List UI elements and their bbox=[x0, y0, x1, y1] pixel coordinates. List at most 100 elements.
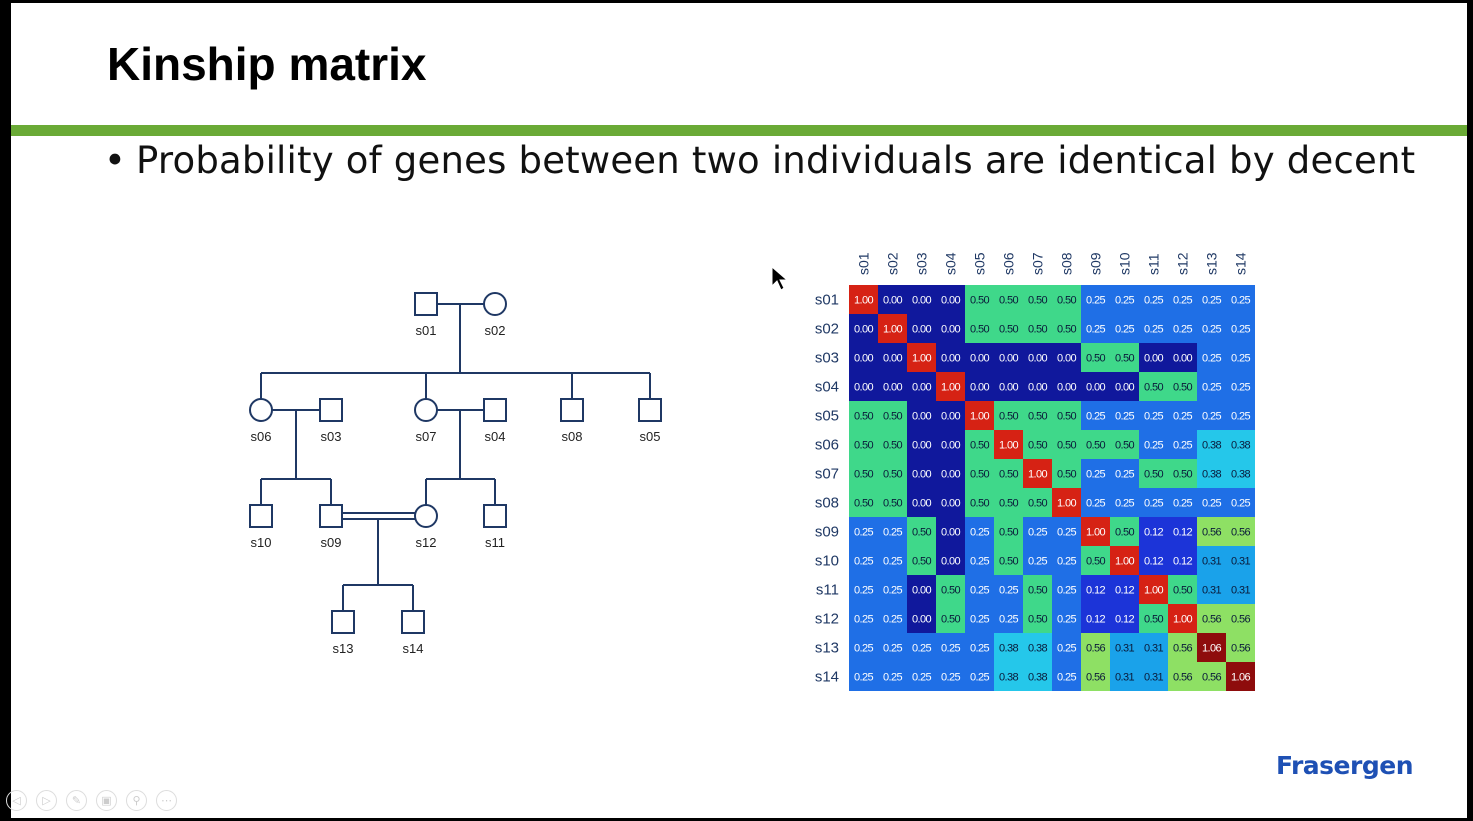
heatmap-value: 0.38 bbox=[1028, 643, 1047, 655]
heatmap-cell bbox=[1023, 372, 1052, 401]
heatmap-cell bbox=[878, 372, 907, 401]
male-square-icon bbox=[483, 504, 507, 528]
heatmap-value: 0.00 bbox=[912, 440, 931, 452]
accent-bar bbox=[11, 125, 1467, 136]
heatmap-value: 0.50 bbox=[1144, 614, 1163, 626]
male-square-icon bbox=[638, 398, 662, 422]
column-label-s05: s05 bbox=[972, 252, 988, 275]
heatmap-cell bbox=[1197, 633, 1226, 662]
heatmap-cell bbox=[878, 662, 907, 691]
heatmap-value: 1.00 bbox=[1173, 614, 1192, 626]
row-label-s07: s07 bbox=[815, 466, 839, 483]
heatmap-cell bbox=[849, 285, 878, 314]
heatmap-value: 0.31 bbox=[1144, 672, 1163, 684]
heatmap-value: 0.25 bbox=[1144, 411, 1163, 423]
heatmap-value: 0.25 bbox=[1231, 382, 1250, 394]
heatmap-value: 0.50 bbox=[1115, 527, 1134, 539]
heatmap-value: 0.50 bbox=[1057, 440, 1076, 452]
heatmap-value: 0.12 bbox=[1086, 585, 1105, 597]
heatmap-cell bbox=[849, 343, 878, 372]
row-label-s06: s06 bbox=[815, 437, 839, 454]
heatmap-cell bbox=[878, 575, 907, 604]
heatmap-value: 0.56 bbox=[1173, 643, 1192, 655]
heatmap-value: 0.25 bbox=[1115, 469, 1134, 481]
heatmap-cell bbox=[1139, 604, 1168, 633]
pedigree-label: s05 bbox=[640, 429, 661, 444]
heatmap-cell bbox=[1226, 372, 1255, 401]
heatmap-value: 0.25 bbox=[1086, 469, 1105, 481]
heatmap-cell bbox=[1052, 488, 1081, 517]
heatmap-value: 0.50 bbox=[1115, 440, 1134, 452]
heatmap-cell bbox=[907, 343, 936, 372]
heatmap-cell bbox=[936, 314, 965, 343]
heatmap-cell bbox=[1081, 517, 1110, 546]
heatmap-cell bbox=[1110, 517, 1139, 546]
male-square-icon bbox=[249, 504, 273, 528]
heatmap-cell bbox=[1197, 546, 1226, 575]
heatmap-value: 0.00 bbox=[941, 469, 960, 481]
heatmap-cell bbox=[878, 401, 907, 430]
pedigree-label: s03 bbox=[321, 429, 342, 444]
heatmap-value: 0.00 bbox=[941, 440, 960, 452]
heatmap-cell bbox=[965, 285, 994, 314]
slideshow-control-icon-1[interactable]: ◁ bbox=[6, 790, 27, 811]
slideshow-control-icon-6[interactable]: ⋯ bbox=[156, 790, 177, 811]
column-label-s06: s06 bbox=[1001, 252, 1017, 275]
slideshow-control-icon-4[interactable]: ▣ bbox=[96, 790, 117, 811]
heatmap-cell bbox=[965, 430, 994, 459]
heatmap-cell bbox=[936, 459, 965, 488]
heatmap-value: 1.06 bbox=[1231, 672, 1250, 684]
heatmap-cell bbox=[1110, 604, 1139, 633]
heatmap-cell bbox=[849, 459, 878, 488]
row-label-s03: s03 bbox=[815, 350, 839, 367]
slideshow-control-icon-2[interactable]: ▷ bbox=[36, 790, 57, 811]
heatmap-value: 0.56 bbox=[1231, 614, 1250, 626]
heatmap-cell bbox=[1110, 314, 1139, 343]
heatmap-value: 0.50 bbox=[1028, 440, 1047, 452]
heatmap-value: 0.50 bbox=[999, 527, 1018, 539]
heatmap-value: 0.56 bbox=[1086, 643, 1105, 655]
heatmap-cell bbox=[1023, 314, 1052, 343]
heatmap-cell bbox=[965, 401, 994, 430]
column-label-s09: s09 bbox=[1088, 252, 1104, 275]
pedigree-label: s12 bbox=[416, 535, 437, 550]
row-label-s12: s12 bbox=[815, 611, 839, 628]
heatmap-value: 0.00 bbox=[970, 382, 989, 394]
heatmap-cell bbox=[1052, 401, 1081, 430]
heatmap-value: 0.50 bbox=[1115, 353, 1134, 365]
heatmap-cell bbox=[965, 604, 994, 633]
heatmap-value: 0.25 bbox=[970, 672, 989, 684]
heatmap-value: 0.25 bbox=[1173, 295, 1192, 307]
heatmap-cell bbox=[1023, 517, 1052, 546]
heatmap-cell bbox=[1023, 488, 1052, 517]
heatmap-value: 0.25 bbox=[1173, 324, 1192, 336]
heatmap-value: 0.25 bbox=[1202, 411, 1221, 423]
heatmap-cell bbox=[965, 488, 994, 517]
pedigree-node-s11: s11 bbox=[483, 504, 507, 550]
frasergen-logo: Frasergen bbox=[1276, 751, 1414, 780]
pedigree-label: s13 bbox=[333, 641, 354, 656]
heatmap-cell bbox=[965, 372, 994, 401]
heatmap-value: 0.12 bbox=[1115, 585, 1134, 597]
heatmap-value: 0.56 bbox=[1202, 614, 1221, 626]
heatmap-value: 0.00 bbox=[941, 295, 960, 307]
heatmap-value: 0.00 bbox=[1028, 382, 1047, 394]
heatmap-cell bbox=[907, 430, 936, 459]
heatmap-value: 0.50 bbox=[1086, 353, 1105, 365]
heatmap-value: 0.38 bbox=[999, 672, 1018, 684]
heatmap-value: 0.38 bbox=[1202, 440, 1221, 452]
heatmap-value: 0.25 bbox=[1086, 411, 1105, 423]
slideshow-control-icon-3[interactable]: ✎ bbox=[66, 790, 87, 811]
heatmap-cell bbox=[849, 546, 878, 575]
heatmap-cell bbox=[878, 546, 907, 575]
heatmap-value: 0.25 bbox=[1086, 324, 1105, 336]
heatmap-value: 0.00 bbox=[1057, 382, 1076, 394]
heatmap-cell bbox=[1226, 459, 1255, 488]
heatmap-cell bbox=[1139, 575, 1168, 604]
heatmap-cell bbox=[965, 575, 994, 604]
heatmap-cell bbox=[936, 430, 965, 459]
heatmap-value: 0.50 bbox=[1028, 295, 1047, 307]
heatmap-value: 0.50 bbox=[1057, 411, 1076, 423]
heatmap-value: 0.25 bbox=[1231, 411, 1250, 423]
slideshow-control-icon-5[interactable]: ⚲ bbox=[126, 790, 147, 811]
